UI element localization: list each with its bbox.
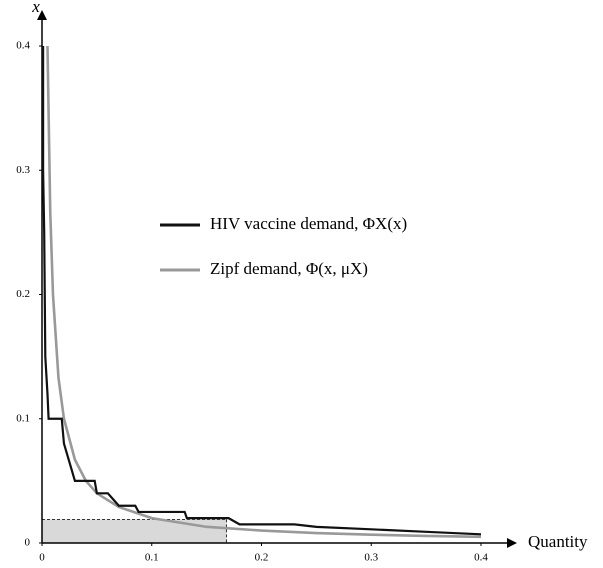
y-tick-label: 0.3 [16,164,30,176]
legend-label: Zipf demand, Φ(x, μX) [210,259,368,278]
legend-label: HIV vaccine demand, ΦX(x) [210,214,407,233]
y-tick-label: 0.4 [16,40,30,52]
y-axis-label: x [31,0,40,16]
x-tick-label: 0 [39,552,45,564]
y-tick-label: 0.2 [16,288,30,300]
x-tick-label: 0.4 [474,552,488,564]
data-line [41,46,482,536]
x-axis-label: Quantity [528,532,588,551]
x-tick-label: 0.2 [255,552,269,564]
shaded-region [42,519,227,543]
x-tick-label: 0.1 [145,552,159,564]
x-tick-label: 0.3 [364,552,378,564]
y-tick-label: 0 [25,537,31,549]
y-tick-label: 0.1 [16,412,30,424]
data-line [46,45,482,539]
